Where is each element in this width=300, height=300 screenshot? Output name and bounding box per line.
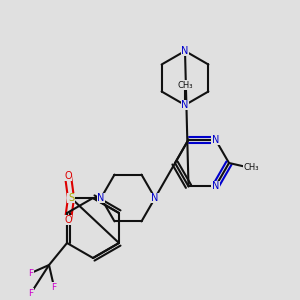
Text: N: N <box>97 193 105 203</box>
Text: CH₃: CH₃ <box>177 80 193 89</box>
Text: O: O <box>64 171 72 181</box>
Text: N: N <box>181 100 189 110</box>
Text: CH₃: CH₃ <box>243 164 259 172</box>
Text: N: N <box>212 182 219 191</box>
Text: N: N <box>151 193 159 203</box>
Text: F: F <box>28 268 34 278</box>
Text: F: F <box>28 289 34 298</box>
Text: S: S <box>68 193 74 203</box>
Text: N: N <box>212 135 219 145</box>
Text: F: F <box>52 283 57 292</box>
Text: N: N <box>181 46 189 56</box>
Text: O: O <box>64 215 72 225</box>
